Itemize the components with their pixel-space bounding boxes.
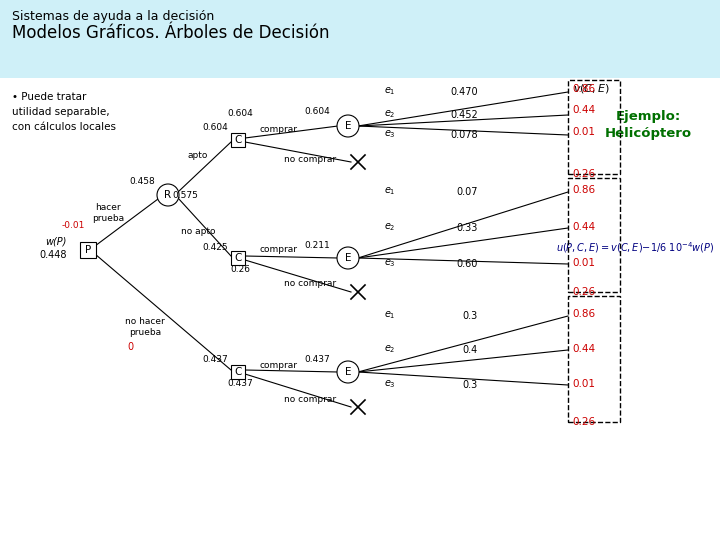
Text: apto: apto xyxy=(188,151,208,159)
Text: no apto: no apto xyxy=(181,227,215,237)
Text: 0.07: 0.07 xyxy=(456,187,478,197)
Text: P: P xyxy=(85,245,91,255)
Text: 0.33: 0.33 xyxy=(456,223,478,233)
Text: 0.425: 0.425 xyxy=(202,242,228,252)
Text: $e_3$: $e_3$ xyxy=(384,257,396,269)
Text: 0.44: 0.44 xyxy=(572,222,595,232)
Text: w(P): w(P) xyxy=(45,237,67,247)
Text: 0.452: 0.452 xyxy=(450,110,478,120)
Text: $e_2$: $e_2$ xyxy=(384,108,396,120)
Text: $e_2$: $e_2$ xyxy=(384,221,396,233)
Text: no comprar: no comprar xyxy=(284,154,336,164)
Text: 0.86: 0.86 xyxy=(572,185,595,195)
Text: C: C xyxy=(234,253,242,263)
Text: 0.01: 0.01 xyxy=(572,258,595,268)
Bar xyxy=(568,80,620,174)
Circle shape xyxy=(157,184,179,206)
Text: $u(P,C,E){=}v(C,E){-}1/6\ 10^{-4}w(P)$: $u(P,C,E){=}v(C,E){-}1/6\ 10^{-4}w(P)$ xyxy=(556,240,714,255)
Bar xyxy=(568,178,620,292)
Text: 0.437: 0.437 xyxy=(227,380,253,388)
Text: 0.86: 0.86 xyxy=(572,84,595,94)
Text: no comprar: no comprar xyxy=(284,395,336,404)
Bar xyxy=(231,133,245,147)
Text: 0.86: 0.86 xyxy=(572,309,595,319)
Text: 0.437: 0.437 xyxy=(202,355,228,364)
Text: 0.470: 0.470 xyxy=(451,87,478,97)
Text: 0.26: 0.26 xyxy=(572,287,595,297)
Text: 0.575: 0.575 xyxy=(172,192,198,200)
Text: 0.26: 0.26 xyxy=(572,169,595,179)
Text: $v(C,E)$: $v(C,E)$ xyxy=(573,82,610,95)
Text: no hacer
prueba: no hacer prueba xyxy=(125,317,165,337)
Text: 0.448: 0.448 xyxy=(40,250,67,260)
Text: 0.26: 0.26 xyxy=(230,266,250,274)
Text: 0.458: 0.458 xyxy=(130,178,155,186)
Text: comprar: comprar xyxy=(259,246,297,254)
Text: 0.604: 0.604 xyxy=(305,107,330,117)
Text: 0: 0 xyxy=(127,342,133,352)
Text: $e_1$: $e_1$ xyxy=(384,185,396,197)
Text: 0.60: 0.60 xyxy=(456,259,478,269)
Text: 0.604: 0.604 xyxy=(202,123,228,132)
Text: $e_3$: $e_3$ xyxy=(384,378,396,390)
Text: 0.3: 0.3 xyxy=(463,311,478,321)
Text: $e_1$: $e_1$ xyxy=(384,85,396,97)
Text: C: C xyxy=(234,367,242,377)
Text: comprar: comprar xyxy=(259,361,297,369)
Text: 0.078: 0.078 xyxy=(451,130,478,140)
Bar xyxy=(568,296,620,422)
Circle shape xyxy=(337,247,359,269)
Text: Modelos Gráficos. Árboles de Decisión: Modelos Gráficos. Árboles de Decisión xyxy=(12,24,330,42)
Text: $e_1$: $e_1$ xyxy=(384,309,396,321)
Text: 0.44: 0.44 xyxy=(572,344,595,354)
Text: E: E xyxy=(345,253,351,263)
Text: 0.211: 0.211 xyxy=(305,240,330,249)
Circle shape xyxy=(337,361,359,383)
Bar xyxy=(80,242,96,258)
Text: hacer
prueba: hacer prueba xyxy=(92,203,124,223)
Text: 0.01: 0.01 xyxy=(572,379,595,389)
Bar xyxy=(0,0,720,78)
Circle shape xyxy=(337,115,359,137)
Text: 0.26: 0.26 xyxy=(572,417,595,427)
Text: 0.01: 0.01 xyxy=(572,127,595,137)
Text: $e_3$: $e_3$ xyxy=(384,128,396,140)
Text: no comprar: no comprar xyxy=(284,279,336,287)
Text: Ejemplo:
Helicóptero: Ejemplo: Helicóptero xyxy=(604,110,692,140)
Text: $e_2$: $e_2$ xyxy=(384,343,396,355)
Text: E: E xyxy=(345,367,351,377)
Text: • Puede tratar
utilidad separable,
con cálculos locales: • Puede tratar utilidad separable, con c… xyxy=(12,92,116,132)
Text: 0.604: 0.604 xyxy=(227,110,253,118)
Bar xyxy=(231,251,245,265)
Text: -0.01: -0.01 xyxy=(61,221,85,231)
Text: 0.3: 0.3 xyxy=(463,380,478,390)
Bar xyxy=(231,365,245,379)
Text: C: C xyxy=(234,135,242,145)
Text: 0.437: 0.437 xyxy=(305,355,330,364)
Text: 0.4: 0.4 xyxy=(463,345,478,355)
Text: R: R xyxy=(164,190,171,200)
Text: comprar: comprar xyxy=(259,125,297,133)
Text: 0.44: 0.44 xyxy=(572,105,595,115)
Text: E: E xyxy=(345,121,351,131)
Text: Sistemas de ayuda a la decisión: Sistemas de ayuda a la decisión xyxy=(12,10,215,23)
